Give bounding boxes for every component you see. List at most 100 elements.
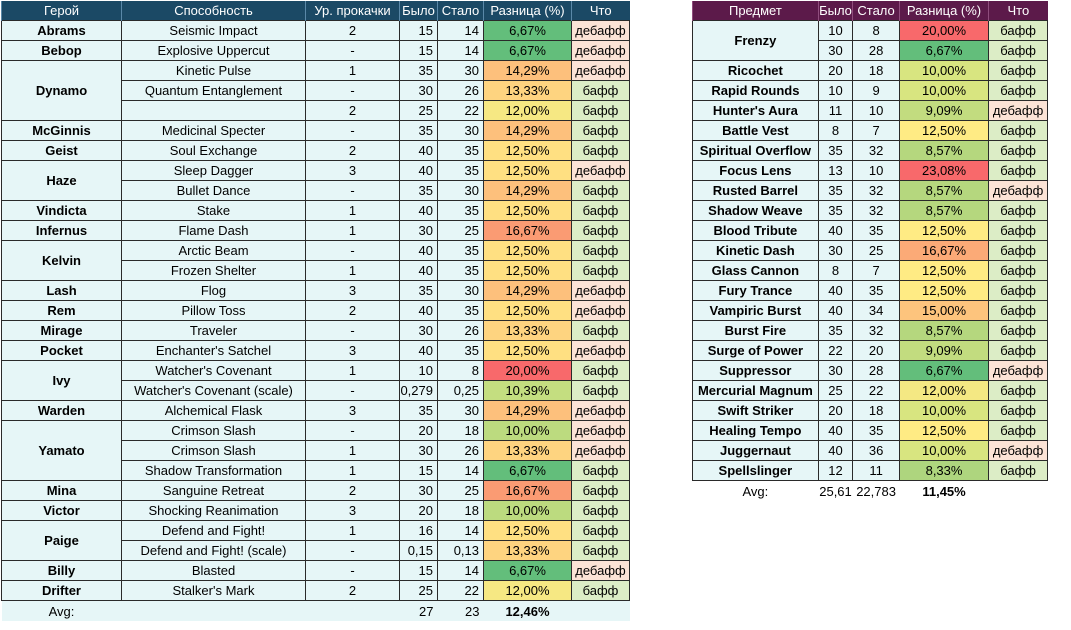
- diff-cell: 13,33%: [483, 320, 572, 341]
- now-cell: 28: [852, 360, 900, 381]
- level-cell: 3: [305, 160, 400, 181]
- now-cell: 7: [852, 120, 900, 141]
- what-cell: дебафф: [571, 340, 630, 361]
- now-cell: 14: [437, 520, 484, 541]
- item-name-cell: Fury Trance: [692, 280, 819, 301]
- now-cell: 36: [852, 440, 900, 461]
- table-row: Pocket Enchanter's Satchel 3 40 35 12,50% деба…: [1, 340, 630, 361]
- now-cell: 26: [437, 440, 484, 461]
- level-cell: 2: [305, 480, 400, 501]
- now-cell: 25: [437, 220, 484, 241]
- ability-cell: Sleep Dagger: [121, 160, 306, 181]
- what-cell: бафф: [988, 20, 1048, 41]
- level-cell: 1: [305, 60, 400, 81]
- diff-cell: 10,00%: [898, 80, 990, 101]
- column-header: Разница (%): [898, 1, 989, 21]
- table-row: Haze Sleep Dagger 3 40 35 12,50% дебафф: [1, 160, 630, 201]
- ability-cell: Watcher's Covenant (scale): [121, 380, 306, 401]
- was-cell: 40: [817, 420, 854, 441]
- diff-cell: 23,08%: [898, 160, 990, 181]
- was-cell: 20: [399, 500, 438, 521]
- item-name-cell: Suppressor: [692, 360, 819, 381]
- was-cell: 35: [399, 400, 438, 421]
- what-cell: бафф: [571, 100, 630, 121]
- now-cell: 30: [437, 120, 484, 141]
- ability-cell: Soul Exchange: [121, 140, 306, 161]
- was-cell: 35: [399, 180, 438, 201]
- diff-cell: 13,33%: [483, 540, 572, 561]
- diff-cell: 16,67%: [483, 220, 572, 241]
- now-cell: 25: [437, 480, 484, 501]
- level-cell: 1: [305, 200, 400, 221]
- diff-cell: 10,00%: [898, 400, 990, 421]
- ability-cell: Crimson Slash: [121, 420, 306, 441]
- ability-cell: Bullet Dance: [121, 180, 306, 201]
- what-cell: дебафф: [571, 560, 630, 581]
- hero-name-cell: Pocket: [1, 340, 122, 361]
- hero-name-cell: Yamato: [1, 420, 122, 481]
- item-name-cell: Healing Tempo: [692, 420, 819, 441]
- diff-cell: 12,50%: [483, 200, 572, 221]
- ability-cell: Medicinal Specter: [121, 120, 306, 141]
- now-cell: 30: [437, 400, 484, 421]
- what-cell: бафф: [988, 120, 1048, 141]
- level-cell: 2: [305, 100, 400, 121]
- diff-cell: 12,50%: [483, 160, 572, 181]
- was-cell: 35: [817, 200, 854, 221]
- diff-cell: 6,67%: [483, 560, 572, 581]
- ability-cell: Defend and Fight! (scale): [121, 540, 306, 561]
- ability-cell: Kinetic Pulse: [121, 60, 306, 81]
- now-cell: 11: [852, 460, 900, 481]
- now-cell: 30: [437, 280, 484, 301]
- was-cell: 10: [817, 20, 854, 41]
- diff-cell: 12,50%: [483, 140, 572, 161]
- what-cell: дебафф: [571, 40, 630, 61]
- now-cell: 20: [852, 340, 900, 361]
- level-cell: -: [305, 40, 400, 61]
- diff-cell: 15,00%: [898, 300, 990, 321]
- level-cell: -: [305, 380, 400, 401]
- diff-cell: 12,50%: [898, 280, 990, 301]
- was-cell: 15: [399, 20, 438, 41]
- ability-cell: Shadow Transformation: [121, 460, 306, 481]
- diff-cell: 6,67%: [483, 460, 572, 481]
- table-row: Spiritual Overflow 35 32 8,57% бафф: [692, 140, 1048, 161]
- ability-cell: Traveler: [121, 320, 306, 341]
- now-cell: 9: [852, 80, 900, 101]
- table-row: Bebop Explosive Uppercut -15 14 6,67% дебафф: [1, 40, 630, 61]
- was-cell: 30: [399, 440, 438, 461]
- now-cell: 35: [437, 240, 484, 261]
- diff-cell: 8,57%: [898, 320, 990, 341]
- was-cell: 35: [399, 120, 438, 141]
- was-cell: 20: [817, 400, 854, 421]
- item-name-cell: Blood Tribute: [692, 220, 819, 241]
- avg-label: Avg:: [1, 600, 122, 621]
- was-cell: 0,15: [399, 540, 438, 561]
- column-header: Было: [817, 1, 853, 21]
- hero-name-cell: Kelvin: [1, 240, 122, 281]
- hero-name-cell: Vindicta: [1, 200, 122, 221]
- diff-cell: 8,57%: [898, 140, 990, 161]
- diff-cell: 8,57%: [898, 180, 990, 201]
- table-row: Burst Fire 35 32 8,57% бафф: [692, 320, 1048, 341]
- diff-cell: 13,33%: [483, 440, 572, 461]
- table-row: Focus Lens 13 10 23,08% бафф: [692, 160, 1048, 181]
- was-cell: 20: [399, 420, 438, 441]
- what-cell: бафф: [571, 480, 630, 501]
- now-cell: 14: [437, 560, 484, 581]
- hero-name-cell: Haze: [1, 160, 122, 201]
- table-row: Vindicta Stake 1 40 35 12,50% бафф: [1, 200, 630, 221]
- now-cell: 35: [852, 280, 900, 301]
- was-cell: 40: [817, 300, 854, 321]
- ability-cell: Blasted: [121, 560, 306, 581]
- what-cell: бафф: [571, 260, 630, 281]
- was-cell: 25: [399, 580, 438, 601]
- what-cell: бафф: [571, 80, 630, 101]
- was-cell: 15: [399, 560, 438, 581]
- avg-spacer: [571, 600, 630, 621]
- table-row: 30 28 6,67% бафф: [693, 40, 1048, 61]
- level-cell: -: [305, 420, 400, 441]
- avg-spacer: [121, 600, 306, 621]
- item-name-cell: Frenzy: [692, 20, 819, 61]
- now-cell: 8: [852, 20, 900, 41]
